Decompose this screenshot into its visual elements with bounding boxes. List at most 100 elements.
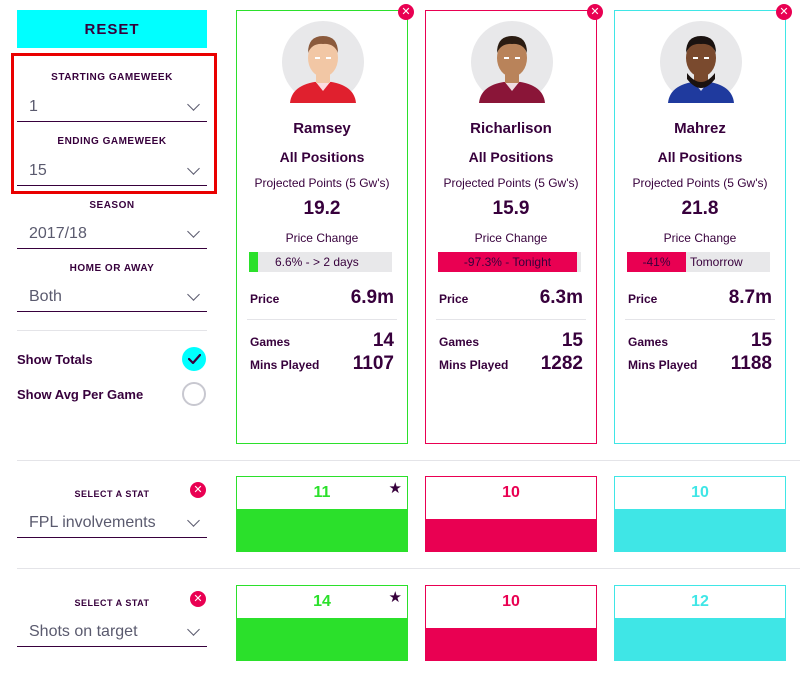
stat-select[interactable]: FPL involvements [17, 508, 207, 538]
home-or-away-select[interactable]: Both [17, 282, 207, 312]
mins-played-label: Mins Played [439, 358, 509, 372]
stat-bar-fill [615, 618, 785, 660]
card-divider [625, 319, 775, 320]
star-icon: ★ [388, 589, 402, 606]
reset-button[interactable]: RESET [17, 10, 207, 48]
stat-select[interactable]: Shots on target [17, 617, 207, 647]
chevron-down-icon [187, 287, 200, 301]
close-icon[interactable]: ✕ [587, 4, 603, 20]
home-or-away-value: Both [29, 287, 62, 305]
close-icon[interactable]: ✕ [190, 591, 206, 607]
player-position: All Positions [279, 149, 365, 165]
close-icon[interactable]: ✕ [190, 482, 206, 498]
games-row: Games 14 [250, 330, 394, 352]
price-row: Price 6.9m [250, 287, 394, 309]
home-or-away-label: HOME OR AWAY [69, 263, 155, 274]
games-label: Games [628, 335, 669, 349]
price-label: Price [250, 292, 280, 306]
close-icon[interactable]: ✕ [398, 4, 414, 20]
stat-value-box: 11 ★ [236, 476, 408, 552]
select-stat-label: SELECT A STAT [74, 598, 150, 608]
star-icon: ★ [388, 480, 402, 497]
check-icon [187, 354, 201, 364]
stat-select-value: Shots on target [29, 622, 138, 640]
games-label: Games [439, 335, 480, 349]
price-change-text: -97.3% - Tonight [463, 255, 552, 269]
price-label: Price [628, 292, 658, 306]
stat-bar-fill [615, 509, 785, 551]
player-name: Mahrez [674, 120, 726, 137]
projected-points-value: 19.2 [303, 198, 341, 219]
games-value: 15 [750, 330, 772, 351]
price-value: 6.3m [539, 287, 583, 308]
starting-gameweek-label: STARTING GAMEWEEK [51, 72, 173, 83]
price-change-text: -41% [642, 255, 671, 269]
projected-points-value: 21.8 [681, 198, 719, 219]
price-row: Price 8.7m [628, 287, 772, 309]
price-label: Price [439, 292, 469, 306]
player-card: ✕ Richarlison All Positions Projected Po… [425, 4, 603, 444]
ending-gameweek-select[interactable]: 15 [17, 156, 207, 186]
player-name: Richarlison [470, 120, 552, 137]
stat-value: 14 [237, 586, 407, 618]
games-value: 14 [372, 330, 394, 351]
price-row: Price 6.3m [439, 287, 583, 309]
chevron-down-icon [187, 622, 200, 636]
ending-gameweek-value: 15 [29, 161, 47, 179]
price-change-bar: 6.6% - > 2 days [249, 252, 392, 272]
player-card: ✕ Ramsey All Positions Projected Points … [236, 4, 414, 444]
price-change-label: Price Change [285, 231, 359, 245]
section-divider [17, 568, 800, 569]
price-change-label: Price Change [474, 231, 548, 245]
chevron-down-icon [187, 224, 200, 238]
projected-points-label: Projected Points (5 Gw's) [443, 176, 579, 190]
price-change-bar: -97.3% - Tonight [438, 252, 581, 272]
stat-value: 11 [237, 477, 407, 509]
select-stat-label: SELECT A STAT [74, 489, 150, 499]
stat-value-box: 12 [614, 585, 786, 661]
price-value: 8.7m [728, 287, 772, 308]
chevron-down-icon [187, 161, 200, 175]
stat-value-box: 10 [614, 476, 786, 552]
player-avatar [282, 21, 364, 103]
stat-bar-fill [237, 509, 407, 551]
price-change-timing: Tomorrow [690, 255, 743, 269]
mins-played-row: Mins Played 1107 [250, 353, 394, 375]
chevron-down-icon [187, 513, 200, 527]
mins-played-row: Mins Played 1282 [439, 353, 583, 375]
games-value: 15 [561, 330, 583, 351]
player-name: Ramsey [293, 120, 351, 137]
mins-played-value: 1188 [730, 353, 772, 374]
mins-played-label: Mins Played [628, 358, 698, 372]
card-divider [436, 319, 586, 320]
chevron-down-icon [187, 97, 200, 111]
games-row: Games 15 [628, 330, 772, 352]
player-position: All Positions [468, 149, 554, 165]
stat-value: 12 [615, 586, 785, 618]
show-avg-checkbox[interactable] [182, 382, 206, 406]
stat-select-value: FPL involvements [29, 513, 156, 531]
player-avatar [660, 21, 742, 103]
starting-gameweek-select[interactable]: 1 [17, 92, 207, 122]
stat-value: 10 [426, 477, 596, 509]
show-avg-label: Show Avg Per Game [17, 386, 144, 402]
season-value: 2017/18 [29, 224, 87, 242]
mins-played-value: 1282 [540, 353, 583, 374]
stat-value-box: 10 [425, 476, 597, 552]
mins-played-row: Mins Played 1188 [628, 353, 772, 375]
price-change-bar: -41% Tomorrow [627, 252, 770, 272]
stat-value-box: 14 ★ [236, 585, 408, 661]
price-value: 6.9m [350, 287, 394, 308]
stat-bar-fill [426, 519, 596, 551]
stat-bar-fill [426, 628, 596, 660]
season-label: SEASON [89, 200, 135, 211]
player-card: ✕ Mahrez All Positions Projected Points … [614, 4, 792, 444]
show-totals-checkbox[interactable] [182, 347, 206, 371]
stat-value-box: 10 [425, 585, 597, 661]
player-position: All Positions [657, 149, 743, 165]
stat-value: 10 [426, 586, 596, 618]
card-divider [247, 319, 397, 320]
sidebar-divider [17, 330, 207, 331]
close-icon[interactable]: ✕ [776, 4, 792, 20]
season-select[interactable]: 2017/18 [17, 219, 207, 249]
